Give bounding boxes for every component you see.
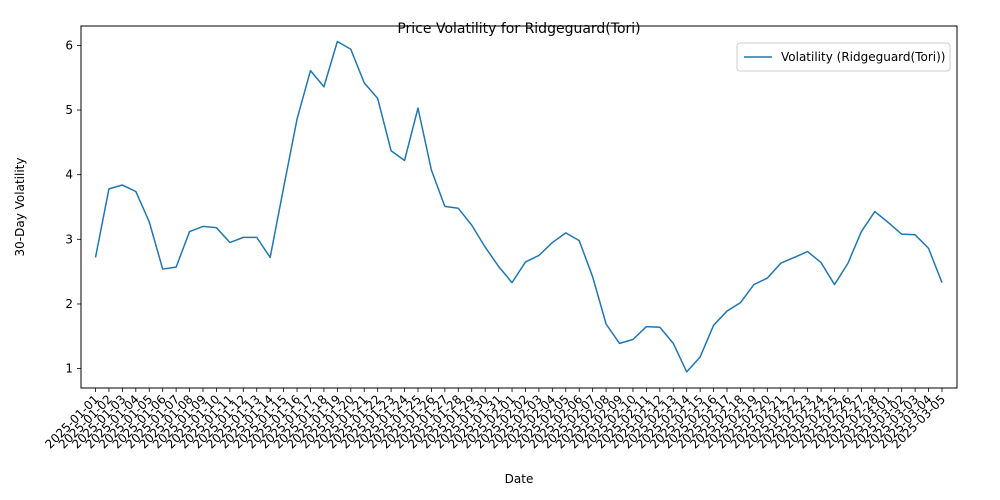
y-tick-label: 6 (65, 38, 73, 52)
legend: Volatility (Ridgeguard(Tori)) (736, 42, 951, 72)
legend-entry-label: Volatility (Ridgeguard(Tori)) (781, 50, 945, 64)
y-axis-ticks: 1 2 3 4 5 6 (65, 38, 81, 376)
y-tick-label: 1 (65, 362, 73, 376)
y-tick-label: 5 (65, 103, 73, 117)
y-tick-label: 2 (65, 297, 73, 311)
y-tick-label: 4 (65, 168, 73, 182)
chart-title: Price Volatility for Ridgeguard(Tori) (397, 21, 640, 37)
x-axis-ticks: 2025-01-012025-01-022025-01-032025-01-04… (42, 388, 948, 451)
series-layer (94, 40, 943, 373)
x-axis-label: Date (505, 472, 534, 486)
y-tick-label: 3 (65, 232, 73, 246)
legend-box (736, 42, 951, 72)
plot-area-frame (80, 25, 958, 389)
volatility-series-line (94, 40, 943, 373)
y-axis-label: 30-Day Volatility (13, 158, 27, 257)
